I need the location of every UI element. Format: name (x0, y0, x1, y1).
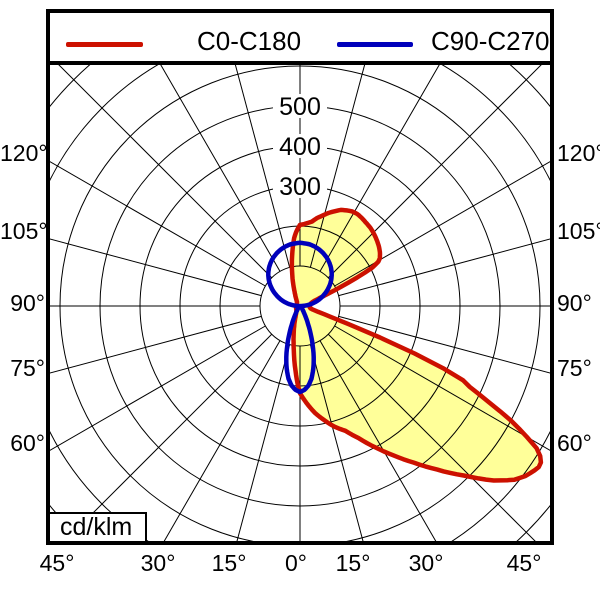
angle-label-right-90°: 90° (557, 290, 592, 316)
legend-label-c90-c270: C90-C270 (431, 26, 550, 56)
angle-label-bottom-5: 30° (408, 550, 444, 576)
angle-label-right-60°: 60° (557, 430, 592, 456)
legend-line-c0-c180 (66, 42, 143, 47)
angle-label-left-105°: 105° (0, 218, 48, 244)
grid-spoke-345 (236, 344, 291, 541)
grid-spoke-240 (50, 161, 266, 287)
legend-line-c90-c270 (337, 42, 413, 47)
legend-label-c0-c180: C0-C180 (197, 26, 302, 56)
grid-spoke-60 (334, 325, 550, 451)
angle-label-bottom-1: 30° (140, 550, 176, 576)
ring-label-bg-500 (273, 94, 327, 118)
unit-box: cd/klm (48, 512, 147, 543)
ring-label-bg-300 (273, 174, 327, 198)
grid-spoke-45 (327, 333, 536, 541)
angle-label-bottom-4: 15° (335, 550, 371, 576)
angle-label-left-75°: 75° (10, 355, 45, 381)
chart-frame (46, 9, 554, 545)
angle-label-left-90°: 90° (10, 290, 45, 316)
grid-spoke-225 (58, 65, 273, 279)
angle-label-bottom-3: 0° (285, 550, 307, 576)
grid-spoke-255 (50, 238, 262, 297)
angle-label-bottom-2: 15° (211, 550, 247, 576)
angle-label-left-120°: 120° (0, 140, 48, 166)
curve-fill-layer (291, 209, 541, 481)
grid-spoke-105 (338, 238, 550, 297)
grid-spoke-75 (338, 315, 550, 374)
grid-spoke-150 (319, 65, 440, 272)
fill-c0-c180 (291, 209, 541, 481)
curves (266, 207, 544, 483)
unit-label: cd/klm (60, 513, 133, 541)
angle-label-bottom-0: 45° (39, 550, 75, 576)
grid-spoke-210 (160, 65, 281, 272)
angle-label-right-120°: 120° (557, 140, 600, 166)
angle-label-left-60°: 60° (10, 430, 45, 456)
grid-spoke-30 (319, 340, 437, 541)
angle-label-right-75°: 75° (557, 355, 592, 381)
angle-label-right-105°: 105° (557, 218, 600, 244)
angle-label-bottom-6: 45° (506, 550, 542, 576)
ring-labels: 300 400 500 (273, 93, 327, 201)
ring-label-400: 400 (279, 133, 321, 161)
grid-spoke-300 (50, 325, 266, 451)
grid-spoke-135 (327, 65, 542, 279)
ring-label-300: 300 (279, 173, 321, 201)
legend: C0-C180 C90-C270 (0, 0, 600, 64)
ring-label-bg-400 (273, 134, 327, 158)
grid-spoke-195 (234, 65, 291, 268)
grid-spoke-15 (309, 344, 364, 541)
grid-spoke-285 (50, 315, 262, 374)
curve-c90-c270 (266, 240, 334, 395)
grid-spoke-330 (163, 340, 281, 541)
ring-label-500: 500 (279, 93, 321, 121)
